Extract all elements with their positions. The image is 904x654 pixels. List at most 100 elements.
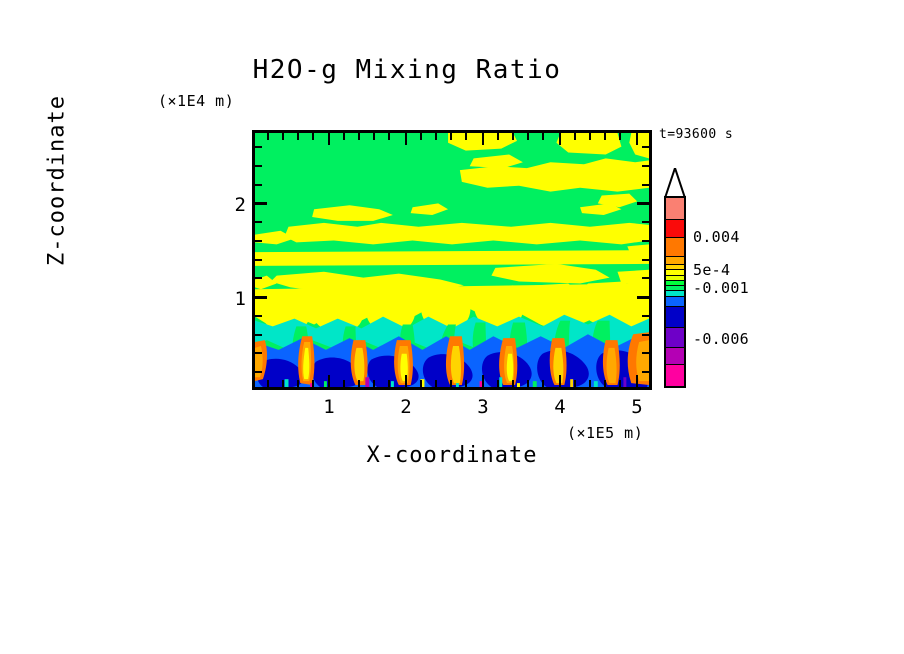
x-minor-tick-top xyxy=(604,133,606,140)
x-major-tick-top xyxy=(636,133,638,145)
y-axis-title: Z-coordinate xyxy=(44,95,70,266)
x-major-tick xyxy=(405,375,407,387)
contour-field xyxy=(255,133,649,387)
colorbar-segment-amber xyxy=(666,256,684,265)
x-minor-tick-top xyxy=(497,133,499,140)
colorbar-label-3: -0.006 xyxy=(693,330,749,348)
colorbar-segment-green-mid xyxy=(666,285,684,292)
x-minor-tick xyxy=(604,380,606,387)
x-major-tick xyxy=(328,375,330,387)
contour-plot-area xyxy=(252,130,652,390)
y-minor-tick xyxy=(255,352,262,354)
x-minor-tick-top xyxy=(343,133,345,140)
x-minor-tick xyxy=(312,380,314,387)
y-minor-tick xyxy=(255,315,262,317)
x-tick-label: 3 xyxy=(477,396,489,418)
x-minor-tick-top xyxy=(312,133,314,140)
x-minor-tick-top xyxy=(574,133,576,140)
x-minor-tick xyxy=(297,380,299,387)
y-minor-tick-right xyxy=(642,165,649,167)
y-minor-tick xyxy=(255,146,262,148)
x-tick-label: 2 xyxy=(400,396,412,418)
y-tick-label: 2 xyxy=(234,194,246,216)
y-minor-tick xyxy=(255,277,262,279)
x-minor-tick xyxy=(358,380,360,387)
x-major-tick xyxy=(636,375,638,387)
y-minor-tick xyxy=(255,221,262,223)
y-axis-unit-label: (×1E4 m) xyxy=(158,92,235,110)
y-minor-tick xyxy=(255,184,262,186)
x-minor-tick xyxy=(512,380,514,387)
y-minor-tick-right xyxy=(642,315,649,317)
x-minor-tick-top xyxy=(619,133,621,140)
x-tick-label: 1 xyxy=(323,396,335,418)
y-minor-tick-right xyxy=(642,240,649,242)
y-minor-tick xyxy=(255,371,262,373)
y-minor-tick xyxy=(255,165,262,167)
colorbar-segment-yellow-green xyxy=(666,275,684,281)
colorbar-top-arrow xyxy=(663,164,687,199)
y-minor-tick-right xyxy=(642,146,649,148)
x-tick-label: 4 xyxy=(554,396,566,418)
colorbar-label-0: 0.004 xyxy=(693,228,740,246)
colorbar-segment-red xyxy=(666,219,684,239)
chart-title-text: H2O-g Mixing Ratio xyxy=(252,55,562,85)
colorbar-label-2: -0.001 xyxy=(693,279,749,297)
x-minor-tick xyxy=(282,380,284,387)
colorbar-segment-gold xyxy=(666,264,684,271)
x-minor-tick xyxy=(497,380,499,387)
x-minor-tick-top xyxy=(542,133,544,140)
x-major-tick xyxy=(482,375,484,387)
x-minor-tick-top xyxy=(589,133,591,140)
x-axis-unit-label: (×1E5 m) xyxy=(567,424,644,442)
colorbar-segment-cyan xyxy=(666,291,684,298)
x-minor-tick-top xyxy=(297,133,299,140)
x-tick-label: 5 xyxy=(631,396,643,418)
colorbar-segment-yellow xyxy=(666,270,684,276)
y-minor-tick-right xyxy=(642,352,649,354)
x-minor-tick xyxy=(527,380,529,387)
x-major-tick xyxy=(559,375,561,387)
x-minor-tick xyxy=(435,380,437,387)
y-minor-tick-right xyxy=(642,277,649,279)
x-minor-tick-top xyxy=(435,133,437,140)
x-minor-tick xyxy=(267,380,269,387)
x-minor-tick-top xyxy=(420,133,422,140)
x-minor-tick-top xyxy=(465,133,467,140)
colorbar-segment-blue xyxy=(666,297,684,307)
y-minor-tick xyxy=(255,240,262,242)
x-minor-tick-top xyxy=(267,133,269,140)
y-minor-tick-right xyxy=(642,259,649,261)
x-minor-tick xyxy=(450,380,452,387)
x-minor-tick xyxy=(373,380,375,387)
colorbar-segment-salmon xyxy=(666,198,684,220)
x-minor-tick xyxy=(420,380,422,387)
x-major-tick-top xyxy=(405,133,407,145)
x-minor-tick xyxy=(619,380,621,387)
colorbar-segment-purple xyxy=(666,328,684,348)
x-minor-tick-top xyxy=(358,133,360,140)
x-major-tick-top xyxy=(482,133,484,145)
y-major-tick-right xyxy=(637,202,649,205)
y-major-tick-right xyxy=(637,296,649,299)
colorbar-segment-magenta xyxy=(666,365,684,387)
colorbar-segment-green xyxy=(666,280,684,286)
y-major-tick xyxy=(255,202,267,205)
colorbar-label-1: 5e-4 xyxy=(693,261,731,279)
colorbar-arrow-svg xyxy=(663,164,687,199)
x-minor-tick xyxy=(589,380,591,387)
x-major-tick-top xyxy=(328,133,330,145)
x-minor-tick-top xyxy=(527,133,529,140)
colorbar-segment-orange xyxy=(666,238,684,257)
x-axis-title: X-coordinate xyxy=(366,443,538,468)
contour-svg xyxy=(255,133,649,387)
y-minor-tick-right xyxy=(642,371,649,373)
colorbar[interactable] xyxy=(664,196,686,388)
x-minor-tick-top xyxy=(388,133,390,140)
x-minor-tick xyxy=(343,380,345,387)
time-annotation: t=93600 s xyxy=(659,127,734,142)
y-minor-tick xyxy=(255,334,262,336)
x-minor-tick xyxy=(574,380,576,387)
x-minor-tick xyxy=(465,380,467,387)
